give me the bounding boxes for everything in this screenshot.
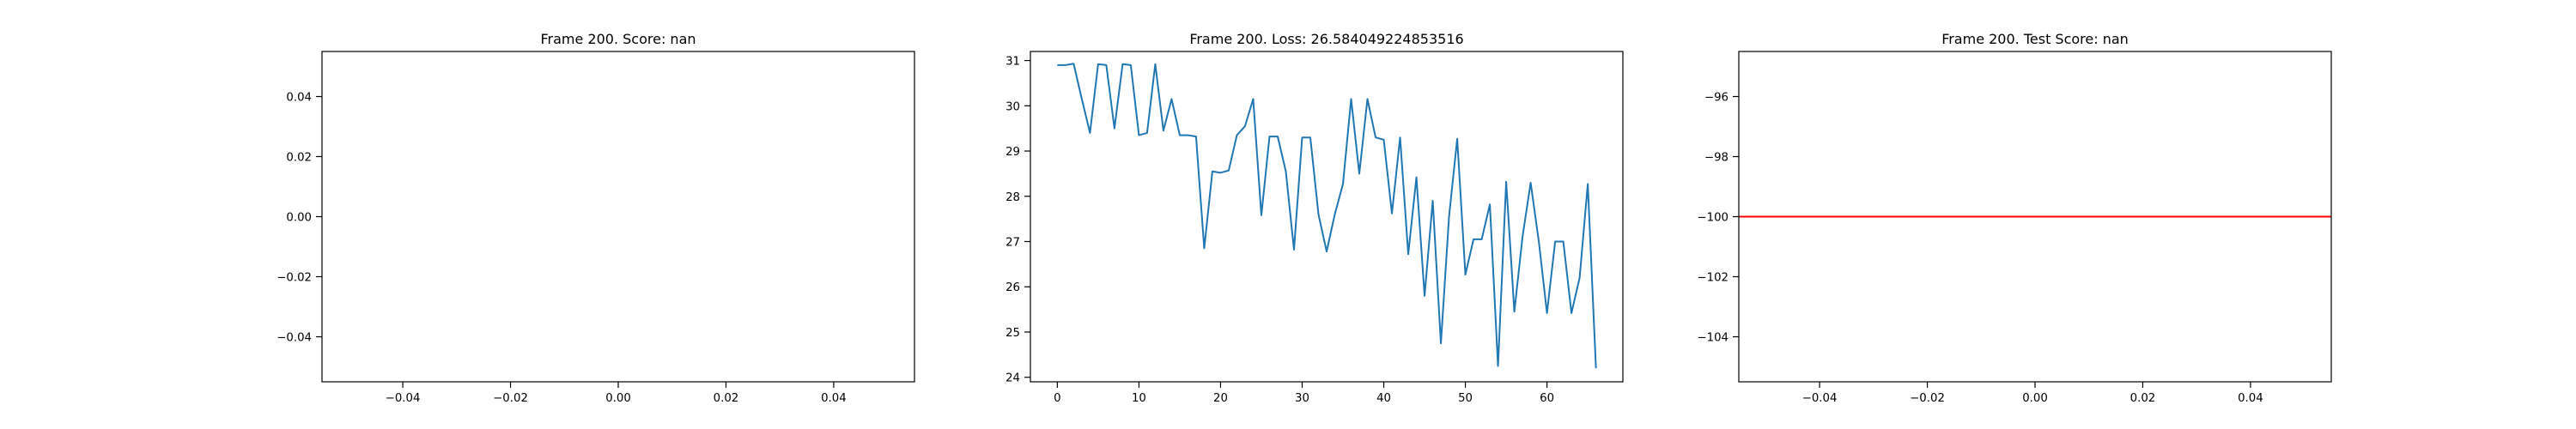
x-tick-label: 0.02 <box>2130 392 2156 405</box>
x-tick-label: 40 <box>1376 392 1391 405</box>
y-tick-label: −96 <box>1704 92 1728 105</box>
y-tick-label: 29 <box>1005 146 1020 159</box>
x-tick-label: 0.00 <box>605 392 631 405</box>
x-tick-label: −0.02 <box>1910 392 1945 405</box>
y-tick-label: −102 <box>1697 272 1728 285</box>
chart-panel-2: Frame 200. Loss: 26.584049224853516 0 10 20… <box>1005 31 1624 405</box>
chart-panel-1: Frame 200. Score: nan −0.04 −0.02 0.00 0.02 0… <box>276 31 915 405</box>
y-tick-label: 25 <box>1005 327 1020 340</box>
x-tick-label: 20 <box>1213 392 1228 405</box>
chart-title: Frame 200. Loss: 26.584049224853516 <box>1189 31 1463 47</box>
x-tick-label: 0 <box>1054 392 1060 405</box>
x-tick-label: 0.04 <box>2238 392 2263 405</box>
y-tick-label: 31 <box>1005 56 1020 69</box>
y-tick-label: −104 <box>1697 332 1728 345</box>
axes-frame <box>1030 51 1624 383</box>
x-tick-label: 50 <box>1458 392 1473 405</box>
y-tick-label: 28 <box>1005 191 1020 204</box>
x-tick-label: 30 <box>1295 392 1309 405</box>
y-tick-label: 0.04 <box>286 92 312 105</box>
y-tick-label: −0.02 <box>276 272 312 285</box>
x-tick-label: 0.04 <box>821 392 847 405</box>
y-tick-label: −98 <box>1704 152 1728 165</box>
x-tick-label: −0.02 <box>493 392 528 405</box>
chart-panel-3: Frame 200. Test Score: nan −0.04 −0.02 0.00… <box>1697 31 2332 405</box>
series-line <box>1057 63 1597 369</box>
x-tick-label: −0.04 <box>386 392 421 405</box>
y-tick-label: 0.02 <box>286 152 312 165</box>
y-tick-label: 30 <box>1005 100 1020 113</box>
x-tick-label: 10 <box>1132 392 1146 405</box>
x-tick-label: 60 <box>1540 392 1554 405</box>
y-tick-label: −0.04 <box>276 332 312 345</box>
chart-title: Frame 200. Score: nan <box>540 31 696 47</box>
x-tick-label: −0.04 <box>1802 392 1838 405</box>
x-tick-label: 0.00 <box>2022 392 2048 405</box>
y-tick-label: 27 <box>1005 237 1020 250</box>
y-tick-label: 24 <box>1005 372 1020 385</box>
chart-title: Frame 200. Test Score: nan <box>1941 31 2129 47</box>
y-tick-label: −100 <box>1697 212 1728 225</box>
y-tick-label: 0.00 <box>286 212 312 225</box>
x-tick-label: 0.02 <box>714 392 739 405</box>
y-tick-label: 26 <box>1005 281 1020 294</box>
